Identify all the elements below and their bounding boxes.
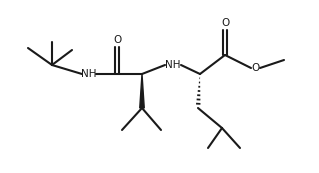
Polygon shape xyxy=(140,74,144,108)
Text: NH: NH xyxy=(165,60,181,70)
Text: NH: NH xyxy=(81,69,97,79)
Text: O: O xyxy=(113,35,121,45)
Text: O: O xyxy=(251,63,259,73)
Text: O: O xyxy=(221,18,229,28)
